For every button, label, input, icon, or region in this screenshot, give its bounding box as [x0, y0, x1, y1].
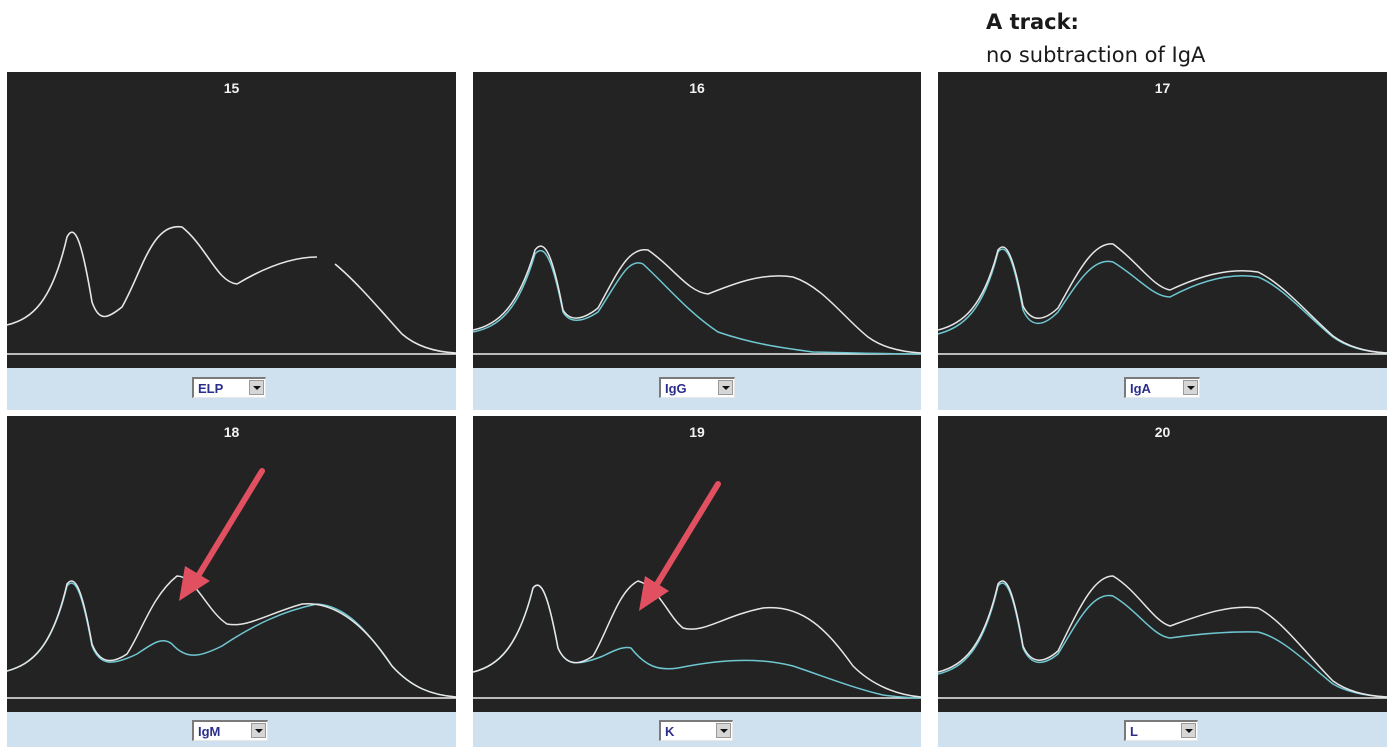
- fraction-select-20[interactable]: L: [1124, 720, 1198, 741]
- track-number: 15: [223, 80, 240, 96]
- trace-total: [7, 226, 318, 326]
- fraction-select-value: IgM: [198, 724, 221, 739]
- track-number: 20: [1154, 424, 1171, 440]
- fraction-select-value: L: [1130, 724, 1138, 739]
- chevron-down-icon[interactable]: [1183, 380, 1198, 395]
- arrow-head: [639, 576, 669, 611]
- track-number: 19: [689, 424, 705, 440]
- densitogram-plot: [473, 481, 921, 699]
- arrow-shaft: [648, 481, 721, 597]
- trace-white: [938, 575, 1387, 698]
- annotation-title: A track:: [986, 10, 1079, 34]
- track-panel-17: 17: [938, 72, 1387, 368]
- trace-cyan: [938, 248, 1387, 354]
- densitogram-plot: [938, 575, 1387, 699]
- trace-white: [7, 575, 456, 698]
- chevron-down-icon[interactable]: [249, 380, 264, 395]
- fraction-select-value: K: [665, 724, 675, 739]
- track-number: 18: [223, 424, 240, 440]
- chevron-down-icon[interactable]: [718, 380, 733, 395]
- track-number: 17: [1154, 80, 1171, 96]
- track-panel-15: 15: [7, 72, 456, 368]
- densitogram-plot: [938, 243, 1387, 355]
- annotation-note: A track: no subtraction of IgA: [986, 6, 1205, 72]
- fraction-select-19[interactable]: K: [659, 720, 733, 741]
- track-panel-19: 19: [473, 416, 921, 712]
- fraction-select-18[interactable]: IgM: [192, 720, 268, 741]
- track-panel-16: 16: [473, 72, 921, 368]
- trace-cyan: [473, 249, 921, 355]
- chevron-down-icon[interactable]: [251, 723, 266, 738]
- trace-total-tail: [334, 263, 456, 354]
- fraction-select-value: ELP: [198, 381, 224, 396]
- arrow-shaft: [189, 468, 265, 589]
- chevron-down-icon[interactable]: [1181, 723, 1196, 738]
- trace-cyan: [938, 582, 1387, 698]
- track-panel-20: 20: [938, 416, 1387, 712]
- densitogram-plot: [473, 245, 921, 355]
- fraction-select-value: IgA: [1130, 381, 1151, 396]
- fraction-select-value: IgG: [665, 381, 687, 396]
- fraction-select-16[interactable]: IgG: [659, 377, 735, 398]
- fraction-select-15[interactable]: ELP: [192, 377, 266, 398]
- chevron-down-icon[interactable]: [716, 723, 731, 738]
- densitogram-plot: [7, 226, 456, 355]
- densitogram-plot: [7, 468, 456, 699]
- trace-cyan: [7, 582, 456, 698]
- trace-white: [473, 580, 921, 698]
- track-number: 16: [689, 80, 705, 96]
- trace-white: [938, 243, 1387, 354]
- arrow-head: [179, 566, 210, 601]
- trace-cyan: [473, 584, 921, 699]
- trace-white: [473, 245, 921, 354]
- track-panel-18: 18: [7, 416, 456, 712]
- annotation-subtitle: no subtraction of IgA: [986, 43, 1206, 67]
- fraction-select-17[interactable]: IgA: [1124, 377, 1200, 398]
